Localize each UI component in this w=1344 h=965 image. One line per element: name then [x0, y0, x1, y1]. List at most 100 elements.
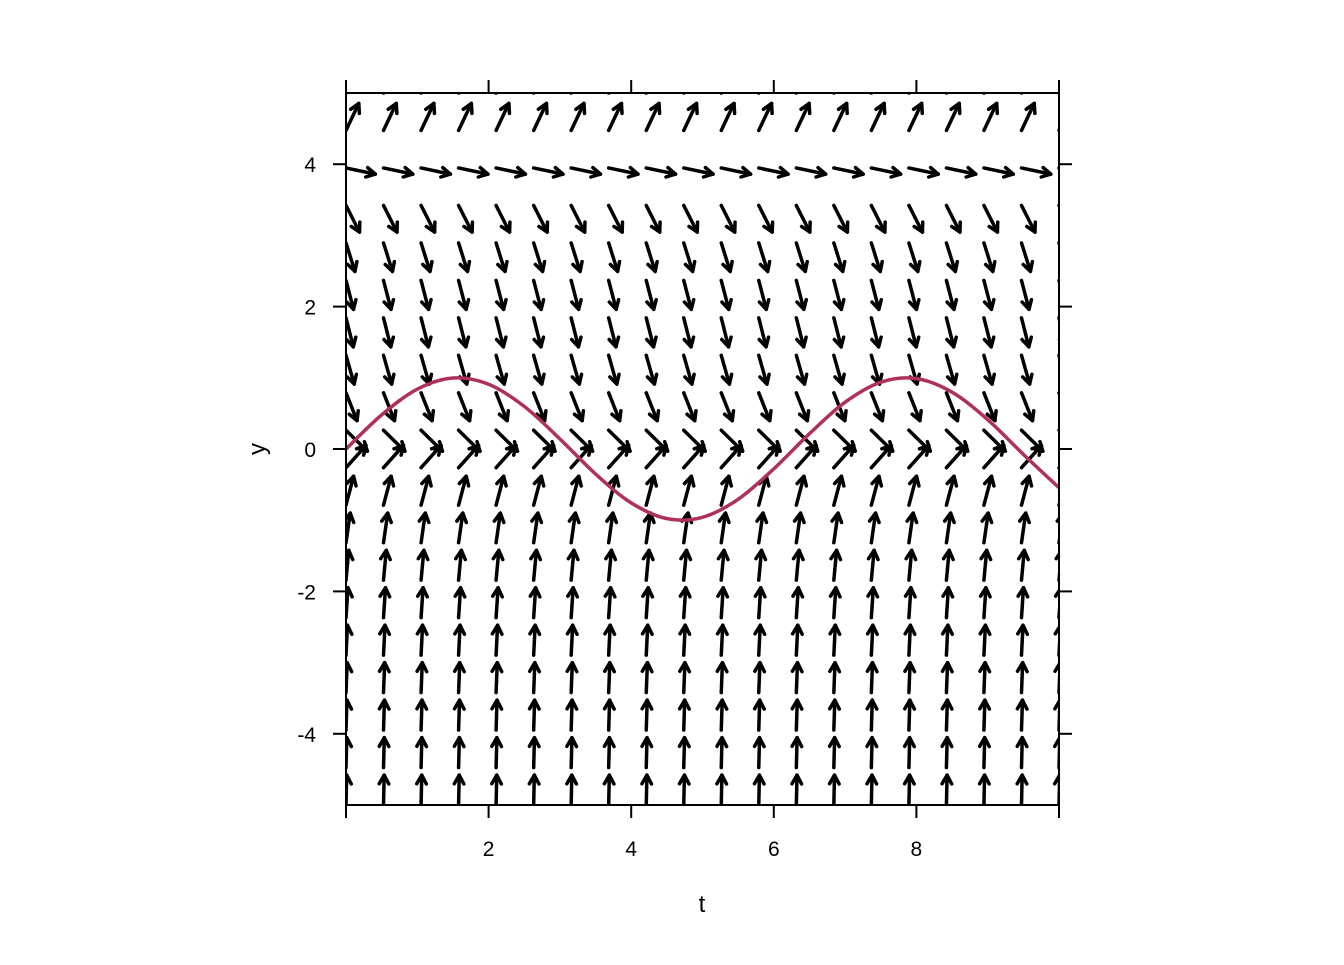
field-arrow: [529, 548, 543, 582]
field-arrow: [603, 623, 617, 657]
field-arrow: [604, 548, 618, 582]
field-arrow: [569, 428, 595, 453]
field-arrow: [1053, 736, 1059, 770]
field-arrow: [902, 735, 917, 770]
field-arrow: [640, 623, 654, 657]
field-arrow: [494, 428, 520, 453]
field-arrow: [531, 241, 547, 274]
field-arrow: [569, 93, 573, 95]
field-arrow: [829, 548, 843, 582]
field-arrow: [644, 165, 678, 179]
field-arrow: [1057, 241, 1059, 265]
field-arrow: [866, 586, 880, 620]
field-arrow: [419, 391, 436, 423]
y-axis-label: y: [244, 443, 271, 455]
field-arrow: [419, 165, 453, 179]
field-arrow: [569, 391, 586, 423]
field-arrow: [715, 735, 729, 770]
field-arrow: [456, 316, 471, 349]
field-arrow: [381, 203, 400, 234]
field-arrow: [832, 203, 850, 234]
field-arrow: [566, 586, 580, 620]
field-arrow: [867, 511, 881, 545]
field-arrow: [982, 428, 1008, 453]
field-arrow: [1017, 511, 1031, 545]
field-arrow: [869, 101, 887, 133]
field-arrow: [869, 203, 887, 234]
field-arrow: [794, 93, 799, 95]
field-arrow: [982, 101, 1000, 133]
field-arrow: [865, 735, 879, 770]
field-arrow: [378, 548, 392, 582]
field-arrow: [907, 203, 925, 234]
field-arrow: [757, 203, 775, 234]
field-arrow: [456, 165, 490, 179]
field-arrow: [416, 548, 430, 582]
field-arrow: [644, 101, 662, 133]
field-arrow: [903, 623, 917, 657]
field-arrow: [944, 353, 959, 386]
field-arrow: [378, 586, 392, 620]
x-tick-label: 8: [911, 838, 923, 861]
field-arrow: [606, 353, 621, 386]
field-arrow: [679, 548, 693, 582]
field-arrow: [869, 278, 884, 312]
field-arrow: [415, 623, 429, 657]
field-arrow: [678, 660, 692, 695]
field-arrow: [1057, 166, 1059, 170]
field-arrow: [681, 241, 697, 274]
field-arrow: [1053, 624, 1059, 657]
field-arrow: [715, 623, 729, 657]
field-arrow: [1019, 165, 1053, 179]
field-arrow: [1057, 481, 1059, 507]
field-arrow: [606, 428, 632, 453]
field-arrow: [719, 316, 733, 349]
field-arrow: [1019, 241, 1035, 274]
field-arrow: [982, 93, 986, 95]
x-tick-label: 4: [625, 838, 637, 861]
field-arrow: [944, 165, 978, 179]
field-arrow: [490, 623, 504, 657]
field-arrow: [715, 660, 729, 695]
field-arrow: [719, 353, 734, 386]
field-arrow: [528, 623, 542, 657]
field-arrow: [644, 93, 649, 95]
field-arrow: [941, 548, 955, 582]
field-arrow: [1016, 623, 1030, 657]
field-arrow: [346, 474, 358, 507]
field-arrow: [832, 101, 849, 133]
field-arrow: [678, 623, 692, 657]
field-arrow: [719, 474, 734, 507]
field-arrow: [982, 353, 997, 386]
field-arrow: [381, 278, 396, 312]
field-arrow: [791, 548, 805, 582]
field-arrow: [531, 391, 548, 423]
field-arrow: [902, 773, 916, 805]
y-tick-label: 2: [304, 297, 316, 320]
field-arrow: [527, 773, 541, 805]
field-arrow: [681, 353, 696, 386]
field-arrow: [944, 241, 960, 274]
field-arrow: [381, 353, 396, 386]
field-arrow: [490, 586, 505, 620]
field-arrow: [455, 511, 469, 545]
field-arrow: [1019, 391, 1036, 423]
field-arrow: [790, 773, 804, 805]
field-arrow: [419, 428, 445, 453]
field-arrow: [681, 278, 696, 312]
field-arrow: [944, 316, 958, 349]
field-arrow: [531, 428, 557, 453]
field-arrow: [940, 623, 955, 657]
field-arrow: [644, 391, 661, 423]
field-arrow: [644, 428, 670, 453]
field-arrow: [565, 698, 579, 732]
field-arrow: [381, 93, 386, 95]
field-arrow: [1019, 353, 1034, 386]
y-tick-label: 0: [304, 439, 316, 462]
field-arrow: [794, 391, 811, 423]
field-arrow: [677, 735, 691, 770]
field-arrow: [531, 101, 549, 133]
field-arrow: [792, 511, 806, 545]
field-arrow: [381, 165, 415, 179]
field-arrow: [456, 428, 482, 453]
